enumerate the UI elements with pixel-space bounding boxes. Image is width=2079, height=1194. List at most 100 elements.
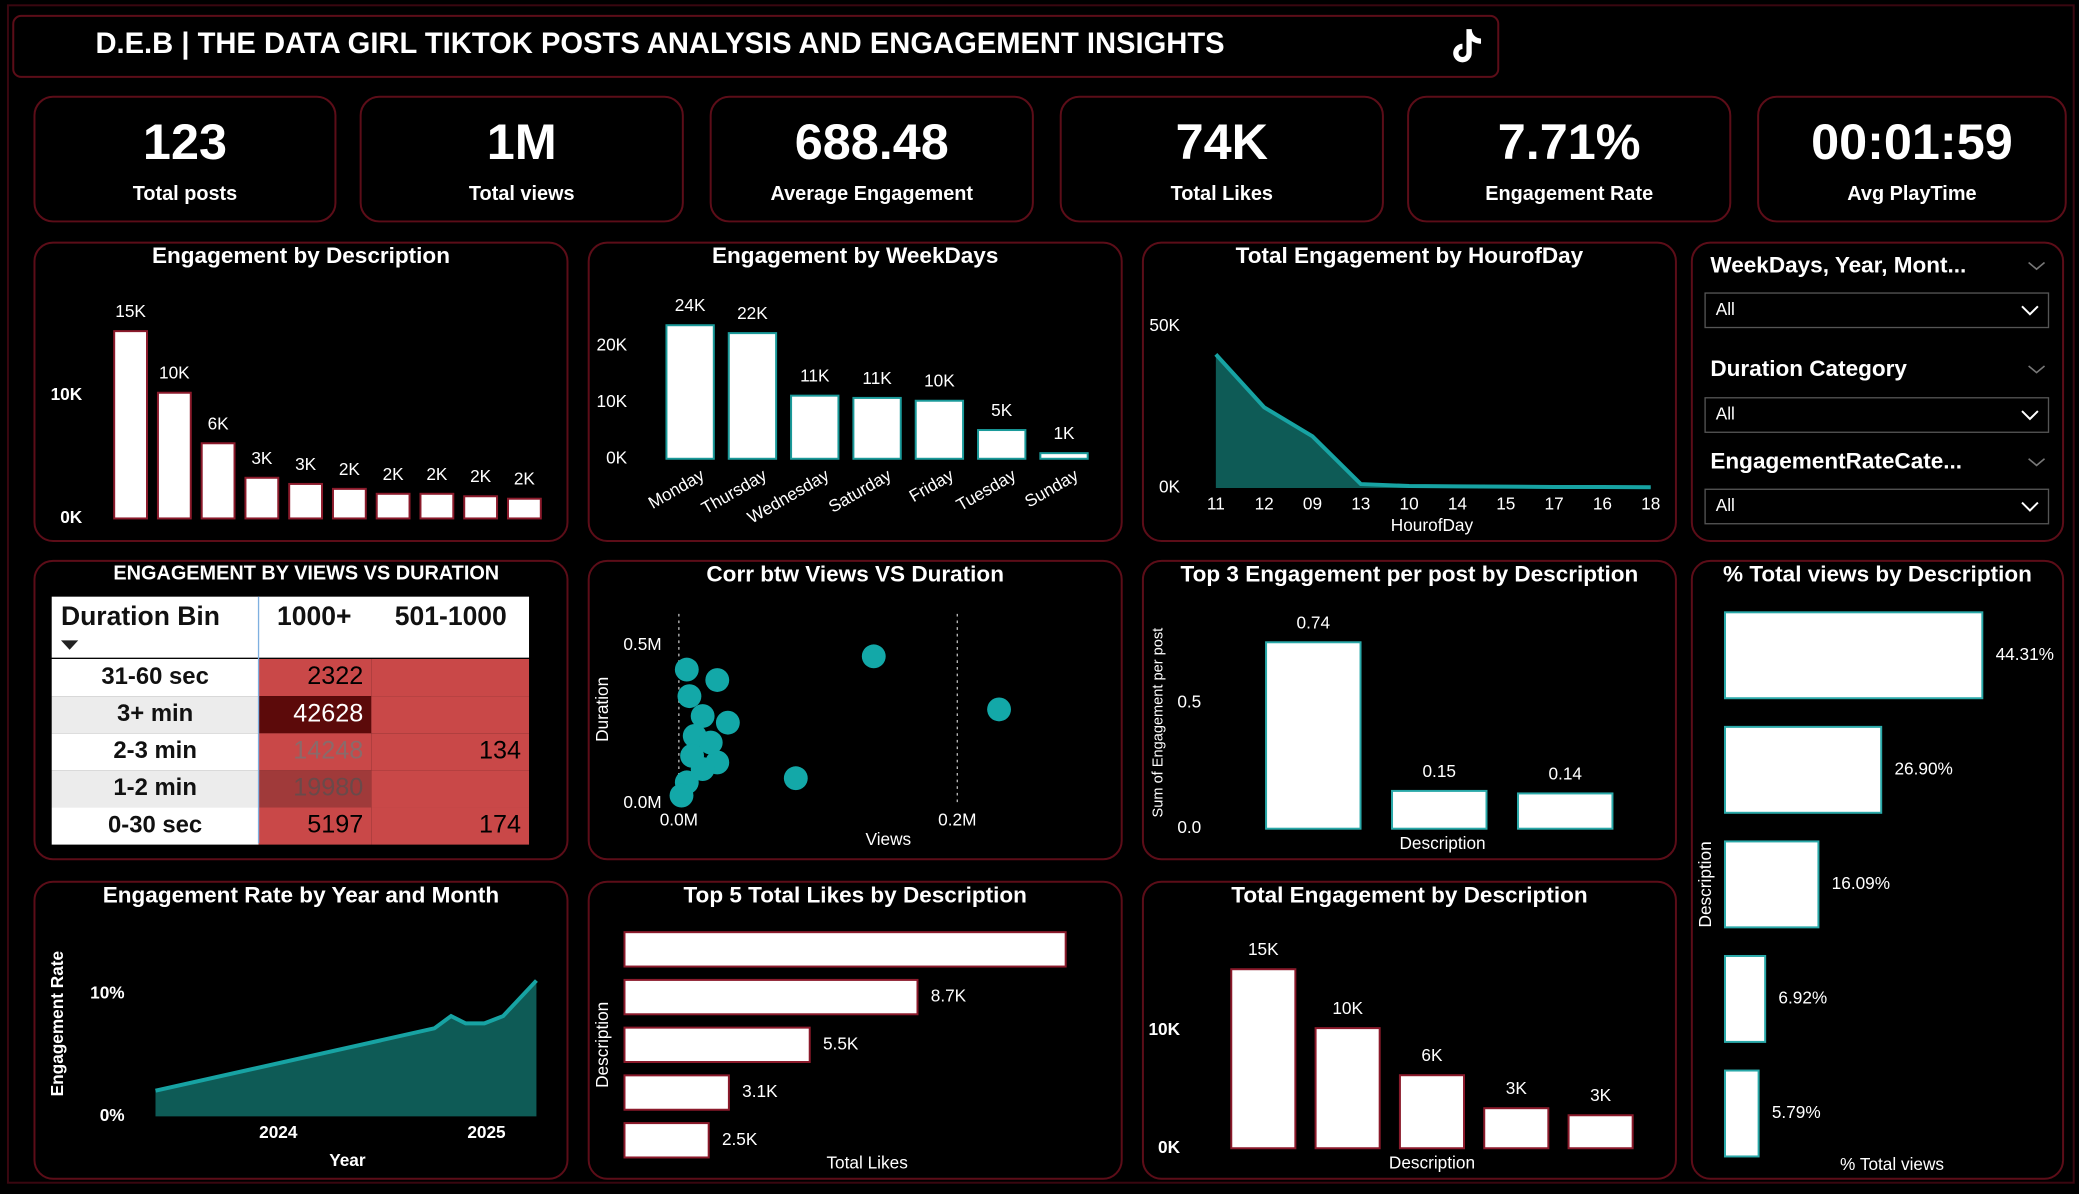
kpi-label: Total Likes bbox=[1171, 183, 1273, 205]
panel bbox=[359, 95, 684, 223]
data-label: 8.7K bbox=[931, 986, 967, 1006]
dropdown-value: All bbox=[1716, 404, 1735, 424]
y-tick-label: 50K bbox=[1149, 315, 1180, 335]
data-label: 0.15 bbox=[1422, 761, 1456, 781]
data-label: 2.5K bbox=[722, 1129, 758, 1149]
sort-arrow bbox=[60, 640, 79, 650]
table-cell: 134 bbox=[479, 736, 521, 764]
tiktok-glyph bbox=[1453, 29, 1482, 63]
bar bbox=[113, 330, 149, 520]
y-tick-label: 0K bbox=[1159, 476, 1181, 496]
data-label: 16.09% bbox=[1832, 873, 1890, 893]
bar bbox=[244, 476, 280, 520]
x-tick-label: 2025 bbox=[467, 1122, 506, 1142]
row-label-bg bbox=[51, 807, 259, 845]
cell-bg bbox=[258, 658, 372, 697]
x-tick-label: 12 bbox=[1255, 494, 1274, 514]
y-axis-title: Engagement Rate bbox=[47, 951, 67, 1096]
bar bbox=[1398, 1074, 1466, 1150]
slicer-dropdown[interactable]: All bbox=[1704, 397, 2050, 433]
panel bbox=[1059, 95, 1384, 223]
table-header: Duration Bin bbox=[61, 601, 220, 631]
table-cell: 14248 bbox=[293, 736, 363, 764]
y-tick-label: 20K bbox=[597, 335, 628, 355]
x-tick-label: 11 bbox=[1207, 494, 1225, 514]
scatter-point bbox=[861, 644, 886, 669]
bar bbox=[852, 396, 902, 460]
bar bbox=[1039, 452, 1089, 460]
y-tick-label: 0K bbox=[1158, 1137, 1181, 1157]
x-axis-title: Year bbox=[329, 1150, 366, 1170]
bar bbox=[200, 442, 236, 520]
chart-title: Engagement by Description bbox=[152, 243, 450, 268]
row-label-bg bbox=[51, 658, 259, 697]
data-label: 6.92% bbox=[1778, 987, 1827, 1007]
y-tick-label: 0K bbox=[60, 507, 83, 527]
scatter-point bbox=[680, 743, 705, 768]
kpi-value: 688.48 bbox=[795, 113, 949, 170]
data-label: 5.5K bbox=[823, 1033, 859, 1053]
cell-bg bbox=[371, 733, 530, 771]
y-axis-title: Description bbox=[1695, 841, 1715, 927]
cell-bg bbox=[371, 696, 530, 734]
x-tick-label: 17 bbox=[1545, 494, 1564, 514]
bar bbox=[156, 391, 192, 520]
table-cell: 2322 bbox=[307, 662, 363, 690]
table-cell: 42628 bbox=[293, 699, 363, 727]
slicer-collapse bbox=[2028, 261, 2046, 271]
data-label: 24K bbox=[675, 295, 706, 315]
panel bbox=[33, 241, 569, 542]
dropdown-value: All bbox=[1716, 299, 1735, 319]
x-tick-label: 18 bbox=[1641, 494, 1660, 514]
data-label: 2K bbox=[339, 459, 361, 479]
x-axis-title: Total Likes bbox=[826, 1153, 907, 1173]
panel bbox=[709, 95, 1034, 223]
x-axis-title: Views bbox=[866, 829, 912, 849]
panel bbox=[587, 241, 1123, 542]
panel bbox=[33, 559, 569, 861]
scatter-point bbox=[677, 684, 702, 709]
slicer-label: Duration Category bbox=[1710, 356, 1907, 381]
y-tick-label: 10K bbox=[597, 391, 628, 411]
bar bbox=[1483, 1107, 1550, 1150]
panel bbox=[33, 880, 569, 1180]
slicer-dropdown[interactable]: All bbox=[1704, 488, 2050, 525]
kpi-value: 74K bbox=[1176, 113, 1268, 170]
panel bbox=[1141, 880, 1677, 1180]
kpi-label: Total views bbox=[469, 183, 575, 205]
bar bbox=[790, 394, 840, 460]
data-label: 2K bbox=[470, 466, 492, 486]
data-label: 10K bbox=[924, 371, 955, 391]
panel bbox=[1141, 241, 1677, 542]
bar bbox=[623, 1074, 730, 1111]
x-tick-label: 09 bbox=[1303, 494, 1322, 514]
y-axis-title: Duration bbox=[592, 677, 612, 742]
data-label: 22K bbox=[737, 303, 768, 323]
data-label: 3.1K bbox=[742, 1081, 778, 1101]
panel bbox=[1757, 95, 2067, 223]
data-label: 11K bbox=[862, 368, 892, 388]
kpi-label: Average Engagement bbox=[771, 183, 974, 205]
row-label-bg bbox=[51, 770, 259, 808]
data-label: 11K bbox=[800, 366, 830, 386]
y-axis-title: Sum of Engagement per post bbox=[1151, 628, 1167, 818]
slicer-dropdown[interactable]: All bbox=[1704, 292, 2050, 329]
bar bbox=[665, 324, 715, 460]
bar bbox=[419, 492, 455, 520]
y-tick-label: 0.5 bbox=[1177, 691, 1201, 711]
dropdown-value: All bbox=[1716, 495, 1735, 515]
slicer-label: WeekDays, Year, Mont... bbox=[1710, 252, 1966, 277]
bar bbox=[1391, 789, 1488, 830]
data-label: 2K bbox=[426, 464, 448, 484]
kpi-value: 123 bbox=[143, 113, 227, 170]
chart-title: Engagement Rate by Year and Month bbox=[103, 882, 499, 907]
bar bbox=[1265, 641, 1362, 830]
x-tick-label: 10 bbox=[1400, 494, 1419, 514]
bar bbox=[914, 399, 965, 460]
x-tick-label: 0.0M bbox=[660, 809, 698, 829]
x-tick-label: 15 bbox=[1496, 494, 1515, 514]
table-cell: 5197 bbox=[307, 811, 363, 839]
bar bbox=[288, 482, 324, 520]
data-label: 15K bbox=[115, 301, 146, 321]
